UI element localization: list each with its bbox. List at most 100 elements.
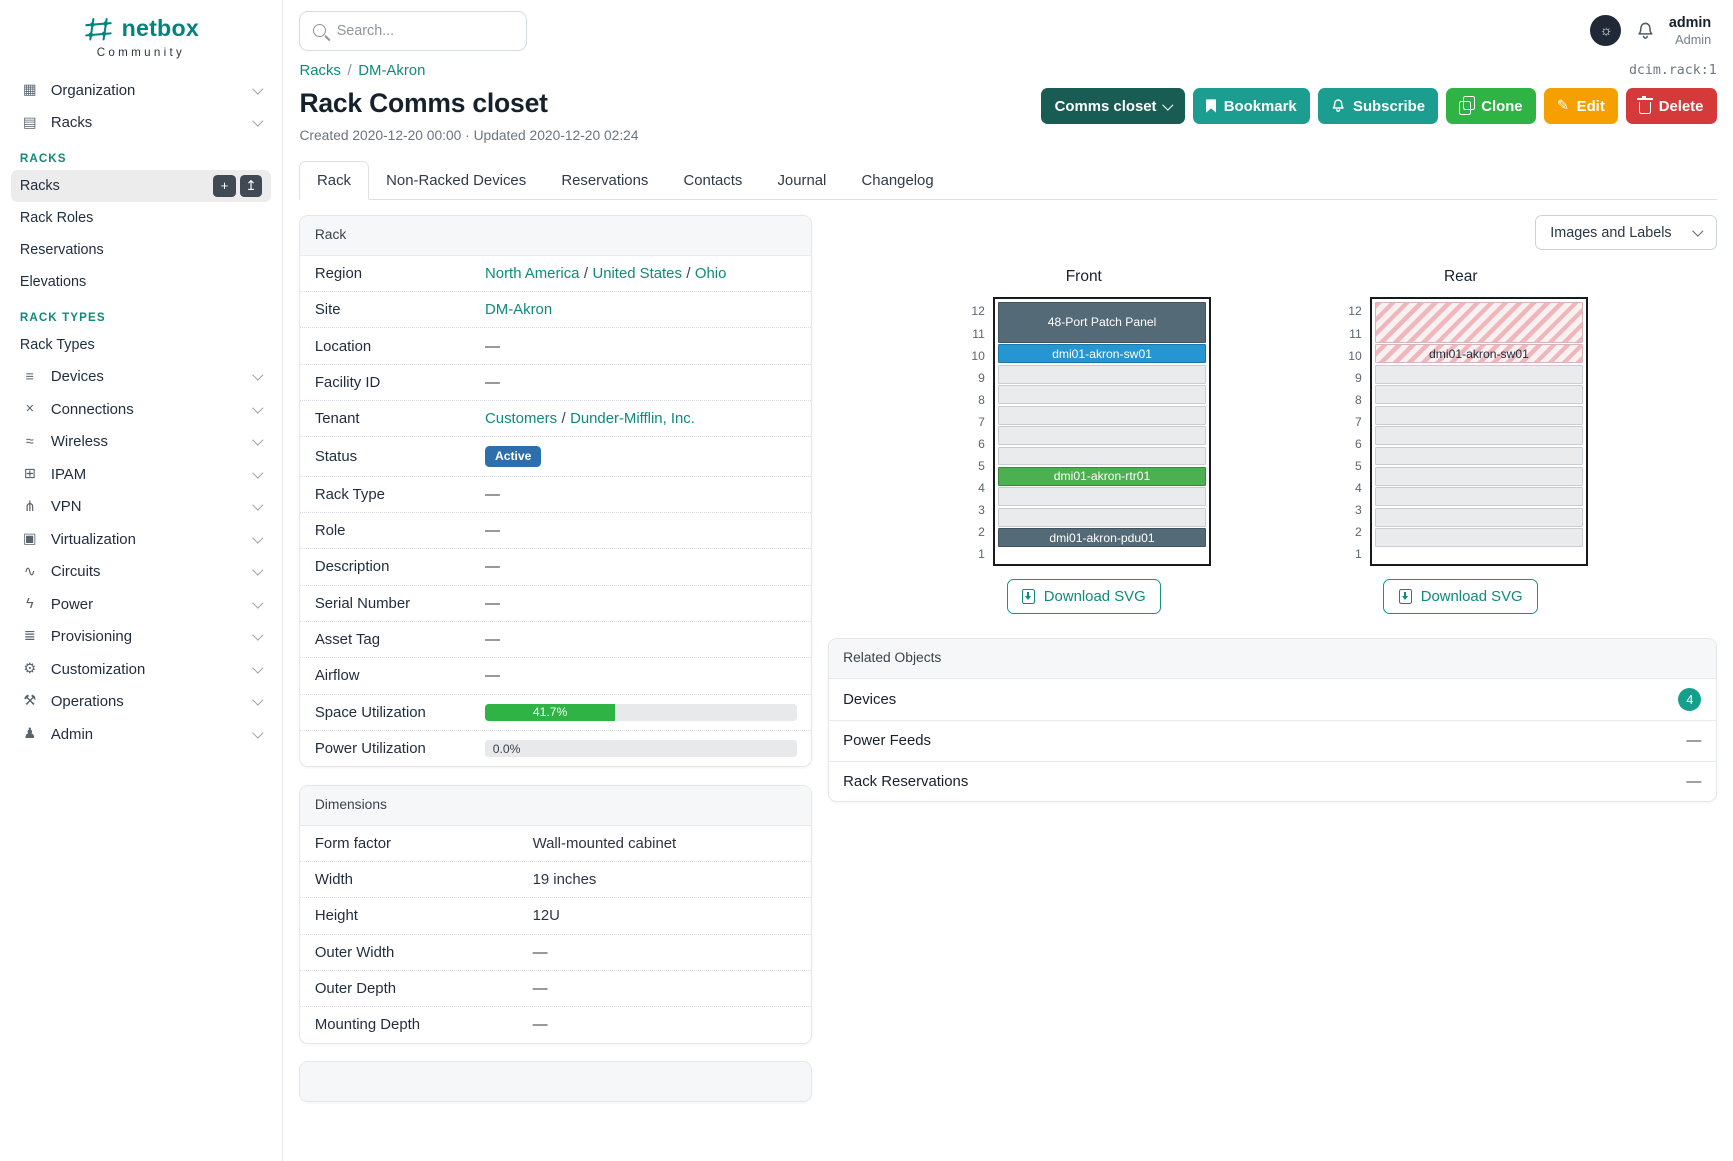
circuits-icon: ∿ [23,563,36,580]
chevron-down-icon [252,597,264,608]
tab-rack[interactable]: Rack [299,160,369,200]
empty-slot[interactable] [1374,405,1584,425]
unit-number: 6 [978,436,985,451]
tab-reservations[interactable]: Reservations [561,171,649,189]
edit-button[interactable]: ✎ Edit [1543,88,1619,124]
empty-slot[interactable] [1374,528,1584,548]
breadcrumb-link-dm-akron[interactable]: DM-Akron [358,62,426,80]
empty-slot[interactable] [997,487,1207,507]
rack-card-rows: Region North America / United States / Ohio Si… [300,256,812,767]
empty-slot[interactable] [997,364,1207,384]
empty-slot[interactable] [997,405,1207,425]
add-rack-button[interactable]: + [213,174,236,197]
related-objects-card: Related Objects Devices 4 Power Feeds — Rack… [827,638,1717,803]
sidebar-item-connections[interactable]: × Connections [11,393,271,425]
user-menu[interactable]: admin Admin [1669,15,1711,48]
empty-slot[interactable] [1374,426,1584,445]
device-slot[interactable]: dmi01-akron-rtr01 [997,467,1207,486]
tab-non-racked-devices[interactable]: Non-Racked Devices [386,171,527,189]
empty-slot[interactable] [997,426,1207,445]
unit-number: 4 [1355,481,1362,496]
chevron-down-icon [252,662,264,673]
tab-contacts[interactable]: Contacts [683,171,743,189]
search-icon [312,24,326,38]
device-slot[interactable]: 48-Port Patch Panel [997,301,1207,343]
dimensions-card-rows: Form factor Wall-mounted cabinet Width 19 i… [300,826,812,1043]
subscribe-button[interactable]: Subscribe [1317,88,1439,124]
empty-slot[interactable] [997,507,1207,527]
sidebar-nav: ▦ Organization ▤ Racks RACKS Racks + ↥ Rack Role… [0,63,282,750]
sidebar-item-admin[interactable]: ♟ Admin [11,718,271,750]
row-label: Location [314,337,372,355]
clone-button[interactable]: Clone [1446,88,1536,124]
empty-slot[interactable] [1374,446,1584,466]
sidebar-item-rack-roles[interactable]: Rack Roles [11,202,271,234]
sidebar-item-racks[interactable]: Racks + ↥ [11,169,271,202]
device-slot[interactable]: dmi01-akron-pdu01 [997,528,1207,548]
tab-changelog[interactable]: Changelog [861,171,934,189]
sidebar-item-ipam[interactable]: ⊞ IPAM [11,458,271,490]
sidebar-item-devices[interactable]: ≡ Devices [11,361,271,393]
theme-toggle-button[interactable]: ☼ [1590,15,1622,47]
columns: Rack Region North America / United States / O… [299,215,1717,1102]
sidebar-item-wireless[interactable]: ≈ Wireless [11,426,271,458]
sidebar-item-reservations[interactable]: Reservations [11,234,271,266]
empty-slot[interactable] [1374,364,1584,384]
wireless-icon: ≈ [25,433,34,450]
united-states-link[interactable]: United States [592,264,682,282]
import-racks-button[interactable]: ↥ [239,174,262,197]
separator: / [686,264,691,282]
download-svg-label: Download SVG [1043,587,1146,605]
sidebar-item-customization[interactable]: ⚙ Customization [11,653,271,685]
sidebar-item-virtualization[interactable]: ▣ Virtualization [11,523,271,555]
netbox-logo[interactable]: netbox Community [0,0,282,63]
row-label: Serial Number [314,594,411,612]
sidebar-item-organization[interactable]: ▦ Organization [11,74,271,106]
download-svg-front-button[interactable]: Download SVG [1006,578,1162,615]
closet-dropdown-button[interactable]: Comms closet [1041,88,1186,124]
sidebar-item-circuits[interactable]: ∿ Circuits [11,555,271,587]
sidebar-item-operations[interactable]: ⚒ Operations [11,685,271,717]
empty-slot[interactable] [1374,487,1584,507]
north-america-link[interactable]: North America [485,264,580,282]
dunder-mifflin-inc-link[interactable]: Dunder-Mifflin, Inc. [570,410,695,428]
device-slot[interactable]: dmi01-akron-sw01 [997,344,1207,364]
trash-icon [1637,95,1653,115]
empty-slot[interactable] [1374,507,1584,527]
empty-slot[interactable] [1374,467,1584,486]
bookmark-button[interactable]: Bookmark [1192,88,1310,124]
separator: / [583,264,589,282]
empty-slot[interactable] [997,385,1207,405]
notifications-button[interactable] [1636,21,1655,41]
sidebar: netbox Community ▦ Organization ▤ Racks RACK… [0,0,283,1161]
sidebar-item-elevations[interactable]: Elevations [11,266,271,298]
table-row: Location — [300,328,812,365]
tab-journal[interactable]: Journal [777,171,827,189]
images-labels-label: Images and Labels [1550,224,1672,241]
download-svg-rear-button[interactable]: Download SVG [1383,578,1538,615]
breadcrumb-link-racks[interactable]: Racks [299,62,341,80]
images-labels-select[interactable]: Images and Labels [1534,215,1717,251]
related-label: Devices [843,691,897,709]
delete-button[interactable]: Delete [1625,88,1717,124]
row-value: Active [485,446,797,467]
related-row-devices[interactable]: Devices 4 [828,679,1716,721]
lightbulb-icon: ☼ [1599,22,1613,39]
row-label: Form factor [314,834,392,852]
sidebar-item-rack-types[interactable]: Rack Types [11,329,271,361]
sidebar-item-vpn[interactable]: ⋔ VPN [11,491,271,523]
customers-link[interactable]: Customers [485,410,558,428]
ohio-link[interactable]: Ohio [694,264,727,282]
related-row-rack-reservations[interactable]: Rack Reservations — [829,762,1716,802]
sidebar-item-power[interactable]: ϟ Power [11,588,271,620]
related-row-power-feeds[interactable]: Power Feeds — [828,721,1716,762]
search-box[interactable] [299,11,527,51]
empty-slot[interactable] [997,446,1207,466]
sidebar-item-racks[interactable]: ▤ Racks [11,107,271,139]
separator: / [561,410,566,428]
dm-akron-link[interactable]: DM-Akron [485,301,553,319]
power-icon: ϟ [26,595,34,612]
empty-slot[interactable] [1374,385,1584,405]
sidebar-item-provisioning[interactable]: ≣ Provisioning [11,620,271,652]
search-input[interactable] [334,21,514,41]
